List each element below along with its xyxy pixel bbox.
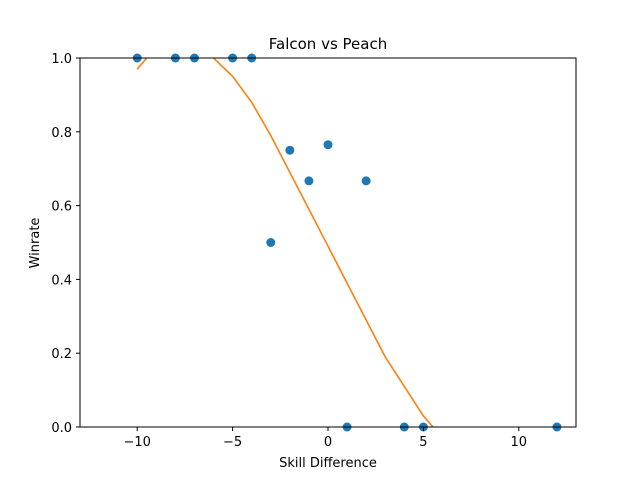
chart-title: Falcon vs Peach	[269, 35, 387, 53]
data-point	[266, 238, 276, 247]
y-tick-label: 0.4	[51, 273, 72, 288]
data-point	[304, 176, 314, 186]
y-tick-label: 0.0	[51, 421, 72, 436]
fit-curve	[136, 58, 434, 427]
data-point	[323, 140, 333, 150]
x-tick-label: 0	[324, 435, 332, 450]
y-axis-title: Winrate	[28, 218, 43, 269]
x-tick-label: 5	[419, 435, 427, 450]
y-tick-label: 0.6	[51, 200, 72, 215]
data-point	[285, 145, 295, 155]
data-point	[361, 176, 371, 186]
y-tick-label: 1.0	[51, 52, 72, 67]
x-tick-label: 10	[510, 435, 527, 450]
y-tick-label: 0.8	[51, 126, 72, 141]
y-axis: 0.0 0.2 0.4 0.6 0.8 1.0	[51, 52, 80, 436]
plot-area	[79, 53, 577, 432]
x-axis: −10 −5 0 5 10	[124, 427, 527, 450]
x-tick-label: −10	[124, 435, 151, 450]
fit-line-layer	[136, 58, 434, 427]
x-axis-title: Skill Difference	[279, 456, 377, 471]
points-layer	[132, 53, 562, 432]
x-tick-label: −5	[223, 435, 242, 450]
y-tick-label: 0.2	[51, 347, 72, 362]
